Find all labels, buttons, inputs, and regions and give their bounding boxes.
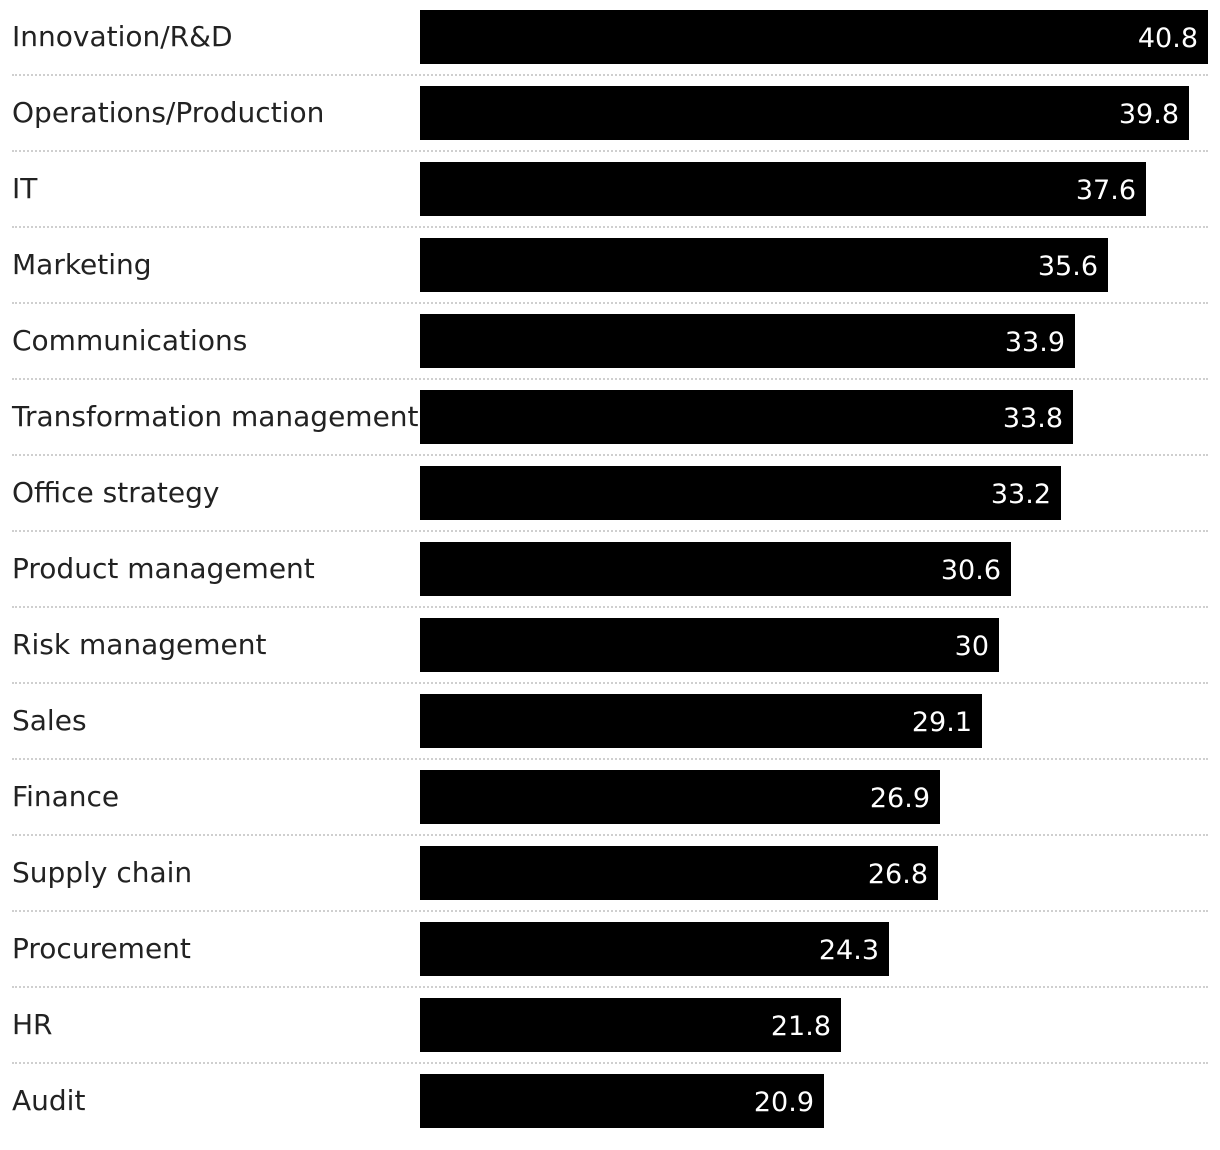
bar-row: Product management 30.6 xyxy=(0,542,1220,618)
row-divider xyxy=(12,606,1208,608)
bar: 35.6 xyxy=(420,238,1108,292)
row-divider xyxy=(12,302,1208,304)
category-label: Operations/Production xyxy=(12,96,325,129)
category-label: Procurement xyxy=(12,932,191,965)
bar-row: Office strategy 33.2 xyxy=(0,466,1220,542)
value-label: 26.9 xyxy=(869,783,930,814)
value-label: 24.3 xyxy=(818,935,879,966)
category-label: Transformation management xyxy=(12,400,419,433)
value-label: 37.6 xyxy=(1075,175,1136,206)
value-label: 33.9 xyxy=(1004,327,1065,358)
bar-row: Innovation/R&D 40.8 xyxy=(0,10,1220,86)
bar-row: Transformation management 33.8 xyxy=(0,390,1220,466)
bar: 21.8 xyxy=(420,998,841,1052)
bar-row: Supply chain 26.8 xyxy=(0,846,1220,922)
bar: 20.9 xyxy=(420,1074,824,1128)
bar: 33.8 xyxy=(420,390,1073,444)
row-divider xyxy=(12,530,1208,532)
category-label: Product management xyxy=(12,552,315,585)
row-divider xyxy=(12,378,1208,380)
category-label: IT xyxy=(12,172,38,205)
row-divider xyxy=(12,226,1208,228)
category-label: Innovation/R&D xyxy=(12,20,233,53)
category-label: Risk management xyxy=(12,628,267,661)
value-label: 39.8 xyxy=(1118,99,1179,130)
row-divider xyxy=(12,834,1208,836)
category-label: Office strategy xyxy=(12,476,220,509)
row-divider xyxy=(12,758,1208,760)
row-divider xyxy=(12,454,1208,456)
bar: 37.6 xyxy=(420,162,1146,216)
row-divider xyxy=(12,1062,1208,1064)
category-label: Audit xyxy=(12,1084,86,1117)
value-label: 35.6 xyxy=(1037,251,1098,282)
bar: 40.8 xyxy=(420,10,1208,64)
bar-row: Communications 33.9 xyxy=(0,314,1220,390)
bar-row: IT 37.6 xyxy=(0,162,1220,238)
bar-row: Procurement 24.3 xyxy=(0,922,1220,998)
bar-row: Marketing 35.6 xyxy=(0,238,1220,314)
row-divider xyxy=(12,682,1208,684)
bar-row: Finance 26.9 xyxy=(0,770,1220,846)
bar-row: Audit 20.9 xyxy=(0,1074,1220,1150)
value-label: 40.8 xyxy=(1137,23,1198,54)
value-label: 21.8 xyxy=(770,1011,831,1042)
row-divider xyxy=(12,74,1208,76)
category-label: Finance xyxy=(12,780,120,813)
category-label: Communications xyxy=(12,324,248,357)
value-label: 30.6 xyxy=(940,555,1001,586)
value-label: 33.2 xyxy=(990,479,1051,510)
row-divider xyxy=(12,986,1208,988)
row-divider xyxy=(12,910,1208,912)
bar: 33.2 xyxy=(420,466,1061,520)
value-label: 29.1 xyxy=(911,707,972,738)
category-label: Marketing xyxy=(12,248,152,281)
bar: 30.6 xyxy=(420,542,1011,596)
bar: 39.8 xyxy=(420,86,1189,140)
row-divider xyxy=(12,150,1208,152)
category-label: HR xyxy=(12,1008,53,1041)
category-label: Sales xyxy=(12,704,87,737)
value-label: 33.8 xyxy=(1002,403,1063,434)
bar: 26.8 xyxy=(420,846,938,900)
bar: 26.9 xyxy=(420,770,940,824)
bar: 29.1 xyxy=(420,694,982,748)
bar-row: Sales 29.1 xyxy=(0,694,1220,770)
bar: 30 xyxy=(420,618,999,672)
value-label: 26.8 xyxy=(867,859,928,890)
value-label: 30 xyxy=(954,631,989,662)
bar: 33.9 xyxy=(420,314,1075,368)
bar-row: Operations/Production 39.8 xyxy=(0,86,1220,162)
bar-row: HR 21.8 xyxy=(0,998,1220,1074)
category-label: Supply chain xyxy=(12,856,193,889)
bar: 24.3 xyxy=(420,922,889,976)
value-label: 20.9 xyxy=(753,1087,814,1118)
bar-row: Risk management 30 xyxy=(0,618,1220,694)
